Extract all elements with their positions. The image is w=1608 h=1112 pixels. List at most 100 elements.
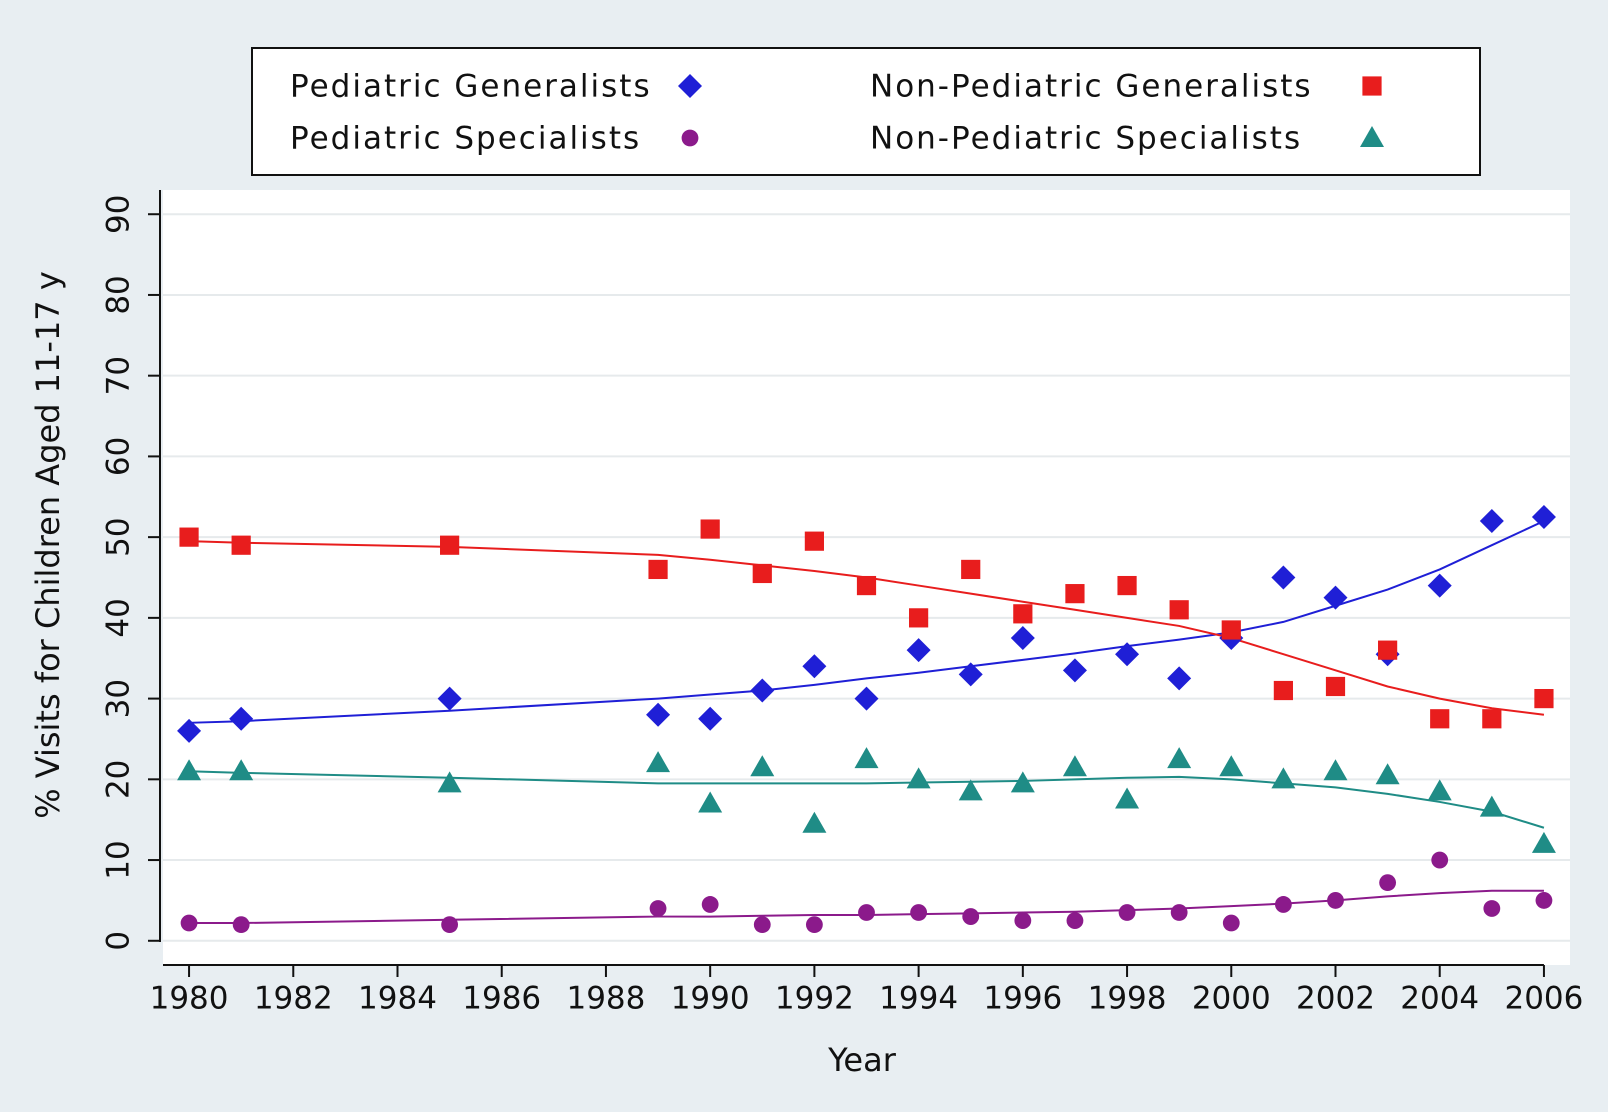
y-axis-title: % Visits for Children Aged 11-17 y	[29, 271, 67, 819]
x-tick-label: 1994	[879, 981, 958, 1017]
data-point	[1169, 600, 1189, 620]
data-point	[441, 916, 459, 934]
data-point	[906, 767, 931, 789]
x-tick-label: 1982	[254, 981, 333, 1017]
data-point	[179, 527, 199, 547]
legend-symbol	[1362, 76, 1382, 96]
y-tick-label: 20	[101, 760, 137, 799]
legend-box	[251, 47, 1481, 176]
x-tick-label: 2006	[1504, 981, 1583, 1017]
y-tick-label: 10	[101, 840, 137, 879]
data-point	[1531, 504, 1556, 529]
data-point	[958, 779, 983, 801]
y-tick-label: 60	[101, 437, 137, 476]
data-point	[1066, 912, 1084, 929]
legend-label: Non-Pediatric Specialists	[870, 121, 1302, 157]
data-point	[1534, 688, 1554, 709]
data-point	[1323, 585, 1348, 610]
data-point	[1479, 508, 1504, 533]
x-tick-label: 1992	[775, 981, 854, 1017]
data-point	[1327, 892, 1344, 909]
data-point	[958, 662, 983, 687]
data-point	[1535, 892, 1553, 909]
data-point	[1010, 771, 1035, 793]
data-point	[1427, 573, 1452, 598]
y-tick-label: 30	[101, 679, 137, 718]
data-point	[1271, 565, 1296, 590]
data-point	[802, 811, 827, 833]
data-point	[804, 531, 824, 551]
data-point	[698, 706, 723, 731]
data-point	[1219, 755, 1244, 777]
data-point	[1221, 620, 1241, 640]
x-tick-label: 1996	[983, 981, 1062, 1017]
data-point	[1013, 604, 1033, 624]
data-point	[1115, 787, 1140, 809]
data-point	[1273, 680, 1293, 701]
data-point	[1323, 759, 1348, 781]
data-point	[1271, 767, 1296, 789]
legend-symbol	[1360, 126, 1384, 147]
data-point	[1378, 640, 1398, 660]
data-point	[177, 718, 202, 743]
data-point	[1170, 904, 1188, 921]
legend-symbol	[678, 74, 702, 98]
data-point	[646, 751, 671, 773]
data-point	[858, 904, 875, 921]
data-point	[909, 608, 929, 628]
y-tick-label: 70	[101, 356, 137, 395]
data-point	[180, 914, 198, 932]
data-point	[437, 686, 462, 711]
data-point	[752, 563, 772, 584]
data-point	[1482, 709, 1502, 729]
legend-label: Pediatric Generalists	[290, 69, 652, 105]
data-point	[231, 535, 251, 555]
data-point	[802, 654, 827, 679]
data-point	[1062, 755, 1087, 777]
data-point	[1062, 658, 1087, 683]
data-point	[1065, 584, 1085, 604]
data-point	[229, 706, 254, 731]
data-point	[1531, 831, 1556, 853]
data-point	[437, 771, 462, 793]
data-point	[648, 559, 668, 580]
data-point	[1222, 914, 1240, 932]
data-point	[910, 904, 928, 921]
y-tick-label: 90	[101, 194, 137, 233]
data-point	[649, 900, 667, 917]
x-axis-title: Year	[827, 1041, 897, 1079]
data-point	[232, 916, 250, 934]
data-point	[646, 702, 671, 727]
data-point	[1014, 912, 1032, 929]
trend-line	[189, 520, 1545, 724]
data-point	[854, 747, 879, 769]
x-tick-label: 1980	[150, 981, 229, 1017]
data-point	[1167, 666, 1192, 691]
x-tick-label: 2000	[1192, 981, 1271, 1017]
data-point	[700, 519, 720, 539]
data-point	[856, 575, 877, 596]
data-point	[854, 686, 879, 711]
data-point	[906, 638, 931, 663]
data-point	[440, 535, 460, 555]
legend-symbol	[681, 129, 699, 147]
data-point	[1325, 676, 1346, 697]
data-point	[1274, 896, 1292, 913]
data-point	[698, 791, 723, 813]
x-tick-label: 1984	[358, 981, 437, 1017]
data-point	[1431, 851, 1449, 869]
data-point	[750, 678, 775, 703]
y-tick-label: 80	[101, 275, 137, 314]
legend-label: Non-Pediatric Generalists	[870, 69, 1313, 105]
data-point	[753, 916, 771, 934]
data-point	[962, 908, 980, 925]
data-point	[805, 916, 823, 934]
x-tick-label: 1998	[1088, 981, 1167, 1017]
data-point	[1118, 904, 1136, 921]
data-point	[229, 759, 254, 781]
data-point	[1115, 642, 1140, 667]
data-point	[177, 759, 202, 781]
legend-label: Pediatric Specialists	[290, 121, 641, 157]
x-tick-label: 1986	[462, 981, 541, 1017]
